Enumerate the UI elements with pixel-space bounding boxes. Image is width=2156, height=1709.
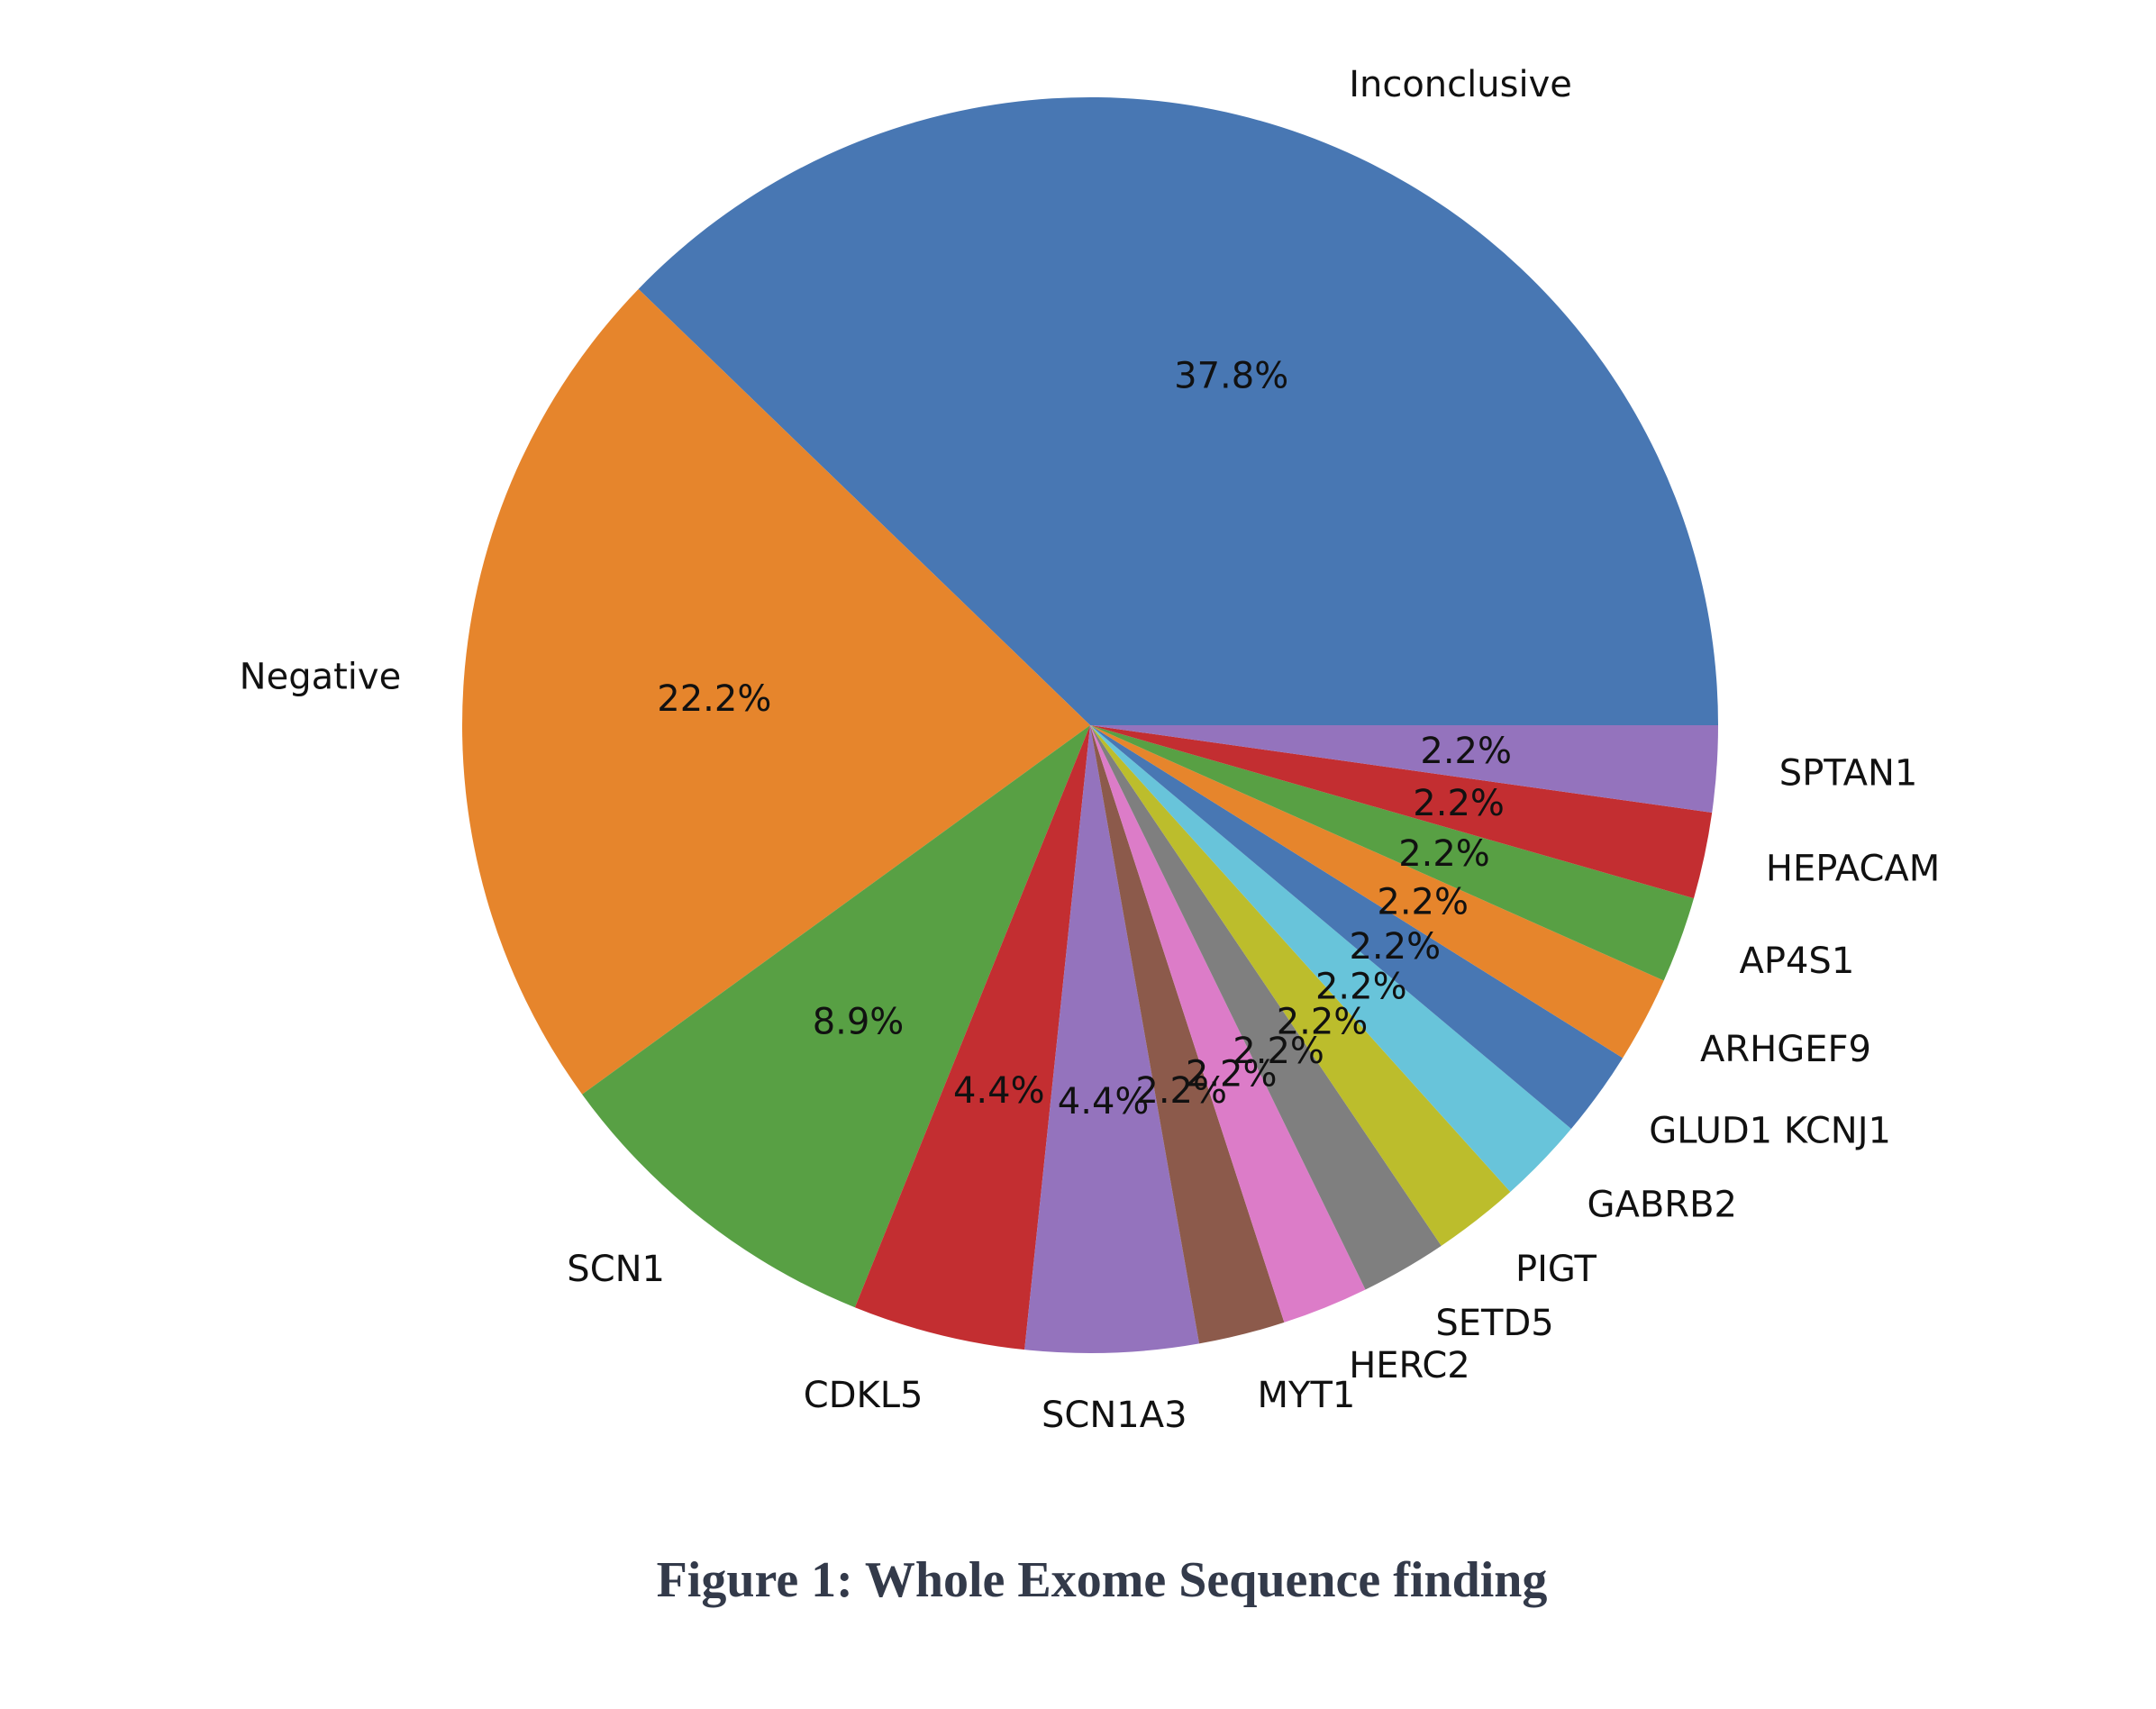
slice-label-gabrb2: GABRB2 [1587,1185,1737,1226]
slice-percent-pigt: 2.2% [1277,1002,1369,1043]
slice-percent-glud1-kcnj1: 2.2% [1349,926,1441,968]
slice-percent-cdkl5: 4.4% [953,1070,1045,1112]
slice-label-glud1-kcnj1: GLUD1 KCNJ1 [1649,1111,1891,1152]
slice-label-cdkl5: CDKL5 [804,1375,923,1416]
pie-slice-scn1 [582,725,1090,1308]
slice-percent-scn1a3: 4.4% [1058,1081,1150,1123]
pie-slice-herc2 [1090,725,1366,1323]
slice-percent-setd5: 2.2% [1233,1031,1324,1072]
figure-caption: Figure 1: Whole Exome Sequence finding [656,1552,1548,1608]
pie-slice-gabrb2 [1090,725,1571,1192]
slice-percent-gabrb2: 2.2% [1315,967,1407,1008]
slice-percent-scn1: 8.9% [813,1002,905,1043]
slice-label-arhgef9: ARHGEF9 [1700,1029,1871,1070]
pie-slice-setd5 [1090,725,1442,1290]
slice-percent-hepacam: 2.2% [1413,783,1505,824]
pie-slices [461,96,1718,1353]
slice-label-inconclusive: Inconclusive [1349,64,1572,105]
slice-label-herc2: HERC2 [1349,1345,1470,1386]
pie-percent-labels: 37.8%22.2%8.9%4.4% 4.4%2.2%2.2%2.2%2.2%2.… [657,355,1512,1123]
pie-slice-ap4s1 [1090,725,1694,981]
pie-slice-arhgef9 [1090,725,1664,1059]
slice-label-myt1: MYT1 [1258,1375,1356,1416]
slice-label-negative: Negative [240,657,402,698]
slice-percent-arhgef9: 2.2% [1377,881,1469,923]
pie-slice-glud1-kcnj1 [1090,725,1624,1130]
slice-percent-herc2: 2.2% [1186,1054,1278,1095]
slice-label-setd5: SETD5 [1435,1303,1553,1344]
slice-percent-myt1: 2.2% [1135,1070,1227,1112]
slice-label-sptan1: SPTAN1 [1779,753,1918,795]
slice-label-scn1a3: SCN1A3 [1042,1395,1187,1436]
slice-label-pigt: PIGT [1515,1249,1597,1290]
slice-label-ap4s1: AP4S1 [1740,941,1855,982]
pie-slice-cdkl5 [854,725,1090,1350]
pie-slice-negative [461,288,1090,1095]
pie-slice-inconclusive [638,96,1718,726]
pie-slice-pigt [1090,725,1511,1246]
slice-percent-sptan1: 2.2% [1420,731,1512,772]
slice-percent-negative: 22.2% [657,678,771,720]
pie-slice-hepacam [1090,725,1713,899]
slice-percent-ap4s1: 2.2% [1398,833,1490,875]
pie-slice-myt1 [1090,725,1285,1344]
slice-label-scn1: SCN1 [567,1249,665,1290]
slice-percent-inconclusive: 37.8% [1174,355,1288,396]
pie-slice-scn1a3 [1024,725,1200,1353]
pie-slice-sptan1 [1090,725,1718,813]
slice-label-hepacam: HEPACAM [1766,848,1940,889]
